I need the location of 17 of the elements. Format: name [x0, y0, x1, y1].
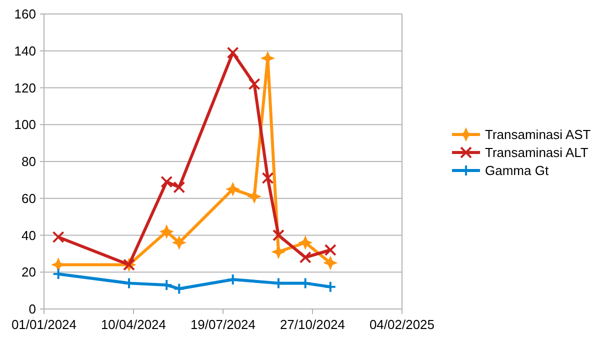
- y-tick-label: 40: [22, 228, 36, 243]
- y-tick-label: 100: [14, 117, 36, 132]
- x-tick-label: 10/04/2024: [100, 317, 166, 332]
- x-tick-label: 27/10/2024: [280, 317, 346, 332]
- y-tick-label: 20: [22, 264, 36, 280]
- y-tick-label: 60: [22, 190, 36, 206]
- y-tick-label: 0: [28, 302, 36, 317]
- y-tick-label: 80: [22, 154, 36, 170]
- legend-label: Transaminasi ALT: [485, 145, 588, 160]
- y-tick-label: 120: [14, 80, 36, 96]
- y-tick-label: 140: [14, 43, 36, 58]
- legend-label: Gamma Gt: [485, 163, 549, 178]
- x-tick-label: 04/02/2025: [369, 317, 435, 332]
- x-tick-label: 19/07/2024: [190, 317, 256, 332]
- x-tick-label: 01/01/2024: [11, 317, 77, 332]
- y-tick-label: 160: [14, 6, 36, 22]
- legend-label: Transaminasi AST: [485, 127, 591, 142]
